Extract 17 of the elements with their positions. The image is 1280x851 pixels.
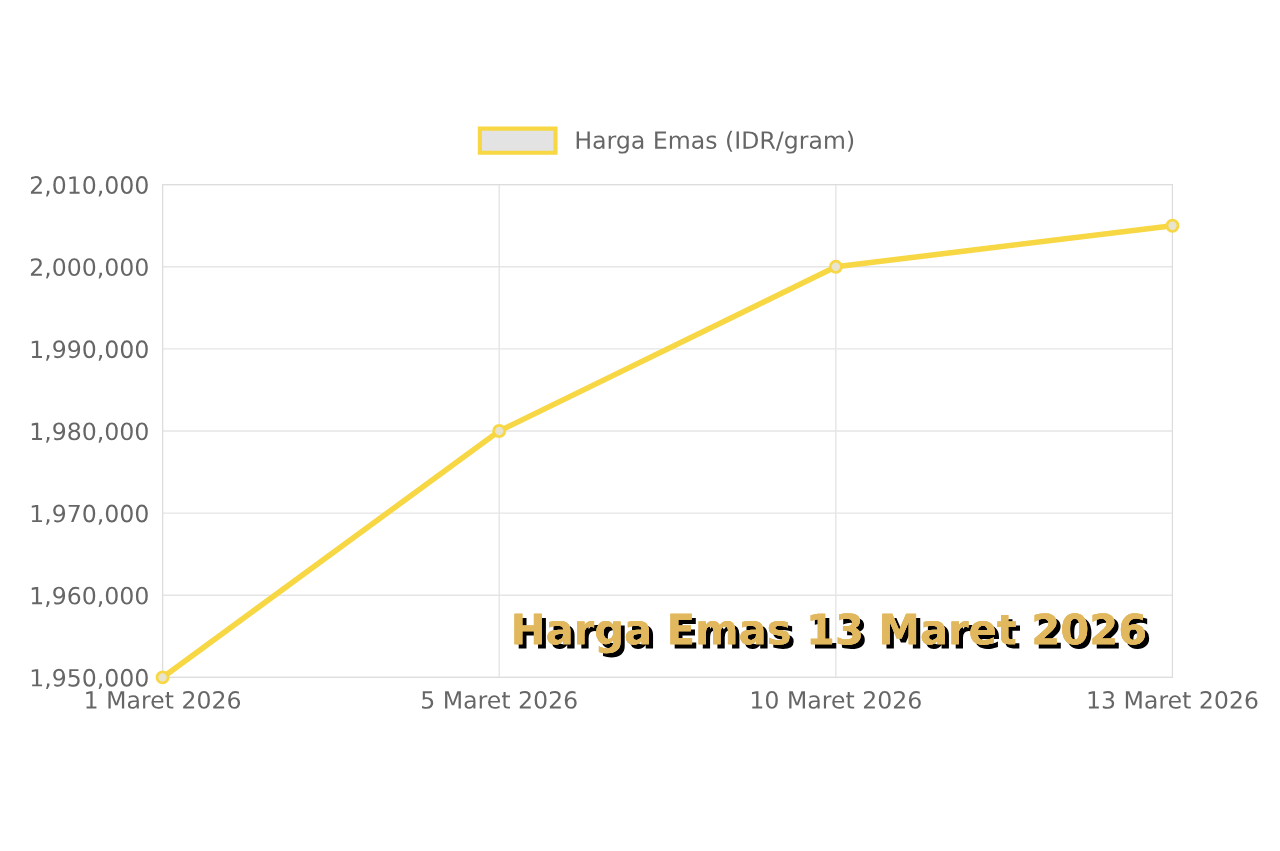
point (828, 259, 843, 274)
annotation: Harga Emas 13 Maret 2026 (514, 613, 1150, 658)
point (1165, 218, 1180, 233)
y-tick-label: 1,970,000 (31, 504, 148, 525)
y-tick-label: 1,990,000 (31, 340, 148, 361)
x-tick-label: 13 Maret 2026 (1088, 691, 1258, 709)
y-tick-label: 1,960,000 (31, 586, 148, 607)
point (492, 424, 507, 438)
x-tick-label: 1 Maret 2026 (86, 691, 241, 709)
x-tick-label: 5 Maret 2026 (422, 691, 577, 709)
x-tick-label: 10 Maret 2026 (751, 691, 921, 709)
y-tick-label: 1,980,000 (31, 422, 148, 443)
y-tick-label: 2,000,000 (30, 258, 148, 279)
y-tick-label: 1,950,000 (31, 668, 148, 690)
legend-label: Harga Emas (IDR/gram) (576, 130, 854, 154)
y-tick-label: 2,010,000 (30, 176, 148, 197)
point (155, 670, 170, 685)
